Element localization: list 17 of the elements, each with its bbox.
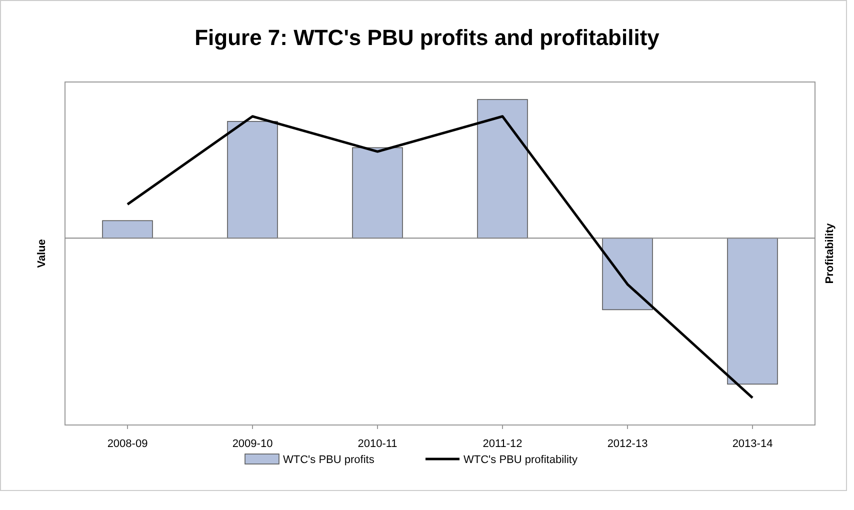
bar (477, 99, 528, 239)
x-tick-label: 2012-13 (607, 438, 648, 450)
bar (602, 238, 653, 310)
x-tick-label: 2008-09 (107, 438, 148, 450)
x-tick-label: 2013-14 (732, 438, 773, 450)
bar (352, 147, 403, 239)
x-tick-label: 2009-10 (232, 438, 273, 450)
bar (227, 121, 278, 239)
bar (102, 220, 153, 239)
y-axis-title: Value (36, 239, 48, 268)
legend-label: WTC's PBU profits (283, 454, 375, 466)
legend-label: WTC's PBU profitability (464, 454, 578, 466)
y2-axis-title: Profitability (824, 222, 836, 284)
bar (727, 238, 778, 385)
chart-title: Figure 7: WTC's PBU profits and profitability (194, 25, 660, 50)
x-tick-label: 2010-11 (358, 438, 398, 450)
x-tick-label: 2011-12 (482, 438, 522, 450)
